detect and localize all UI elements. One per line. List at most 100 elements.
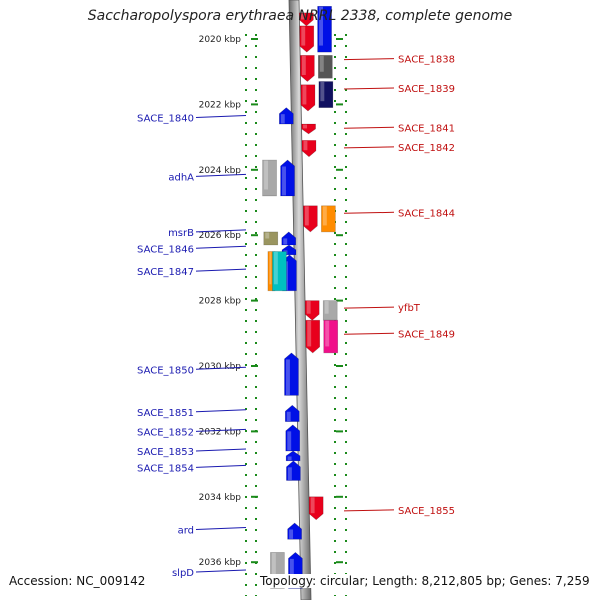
gene-feature-4 [301,123,316,135]
gene-feature-shade [319,6,324,46]
left-leader-line [195,409,247,413]
gene-feature-25 [286,460,301,481]
gene-feature-shade [287,431,292,451]
right-leader-line [343,126,395,129]
gene-feature-22 [284,404,300,422]
left-leader-line [195,464,247,468]
accession-text: Accession: NC_009142 [7,574,148,588]
left-leader-line [195,173,247,177]
gene-feature-28 [262,159,277,197]
scale-tick-label: 2032 kbp [199,427,242,437]
gene-labels: SACE_1840 adhA msrB SACE_1846 SACE_1847 SACE_… [137,55,455,579]
right-gene-label: SACE_1842 [398,143,455,154]
gene-feature-shade [324,301,329,314]
gene-feature-shade [280,114,285,124]
gene-feature-shade [285,359,290,395]
gene-feature-shade [289,529,294,539]
right-gene-label: SACE_1838 [398,55,455,66]
scale-tick-label: 2030 kbp [199,362,242,372]
right-gene-label: SACE_1841 [398,123,455,134]
gene-feature-10 [317,6,332,53]
left-gene-label: SACE_1840 [137,113,194,124]
right-gene-label: yfbT [398,303,421,314]
left-gene-label: SACE_1850 [137,365,194,376]
gene-feature-shade [319,55,324,72]
gene-feature-shade [303,124,307,129]
right-leader-line [343,306,395,309]
map-title: Saccharopolyspora erythraea NRRL 2338, c… [87,8,513,24]
left-leader-line [195,245,247,249]
right-leader-line [343,146,395,149]
left-gene-label: SACE_1853 [137,447,194,458]
gene-feature-2 [300,55,315,82]
gene-feature-shade [307,320,312,347]
gene-feature-12 [318,81,334,108]
left-gene-label: SACE_1846 [137,244,194,255]
right-gene-label: SACE_1839 [398,84,455,95]
right-leader-line [343,332,395,335]
right-leader-line [343,87,395,90]
left-leader-line [195,527,247,530]
scale-tick-label: 2034 kbp [199,493,242,503]
gene-feature-shade [301,55,306,76]
gene-feature-23 [285,424,301,452]
gene-feature-16 [279,107,294,125]
scale-tick-label: 2026 kbp [199,231,242,241]
backbone-strand [288,0,312,600]
gene-feature-shade [269,252,272,285]
left-gene-label: SACE_1852 [137,427,194,438]
gene-feature-shade [310,497,315,514]
left-leader-line [195,428,247,432]
left-gene-label: slpD [172,568,194,579]
left-gene-label: SACE_1847 [137,267,194,278]
left-gene-label: adhA [168,172,194,183]
gene-feature-13 [321,205,336,233]
gene-feature-7 [304,300,320,321]
left-gene-label: msrB [168,228,194,239]
gene-feature-shade [300,13,305,20]
scale-tick-label: 2020 kbp [199,35,242,45]
scale-tick-label: 2028 kbp [199,297,242,307]
left-leader-line [195,569,247,573]
gene-feature-26 [287,522,302,540]
gene-feature-shade [302,85,307,105]
gene-feature-shade [322,206,327,226]
left-leader-line [195,268,247,272]
gene-feature-shade [273,252,278,285]
gene-feature-6 [303,205,318,233]
gene-feature-18 [281,231,297,246]
scale-tick-label: 2036 kbp [199,558,242,568]
scale-tick-label: 2024 kbp [199,166,242,176]
gene-feature-shade [265,232,270,239]
left-leader-line [195,366,247,370]
gene-feature-shade [271,552,276,582]
genome-backbone [288,0,312,600]
gene-feature-9 [308,496,324,521]
gene-feature-5 [301,140,317,158]
gene-feature-shade [264,160,268,190]
left-leader-line [195,114,247,118]
gene-feature-shade [287,456,292,461]
gene-feature-8 [305,319,321,354]
gene-feature-shade [289,558,294,588]
gene-feature-11 [318,55,333,79]
scale-ticks: 2020 kbp 2022 kbp 2024 kbp 2026 kbp 2028 kbp… [199,34,347,596]
gene-feature-shade [283,238,288,245]
gene-feature-24 [285,450,301,462]
gene-feature-shade [306,301,311,314]
right-leader-line [343,211,395,214]
gene-feature-shade [304,206,309,226]
gene-feature-0 [299,12,314,27]
gene-feature-3 [300,84,316,112]
gene-feature-shade [301,26,306,46]
right-gene-label: SACE_1844 [398,208,455,219]
left-gene-label: SACE_1851 [137,408,194,419]
gene-feature-31 [272,251,287,292]
gene-feature-29 [263,231,279,246]
right-leader-line [343,509,395,512]
scale-tick-label: 2022 kbp [199,100,242,110]
genome-info-text: Topology: circular; Length: 8,212,805 bp… [258,574,592,588]
right-leader-line [343,58,395,61]
gene-feature-shade [286,411,291,422]
